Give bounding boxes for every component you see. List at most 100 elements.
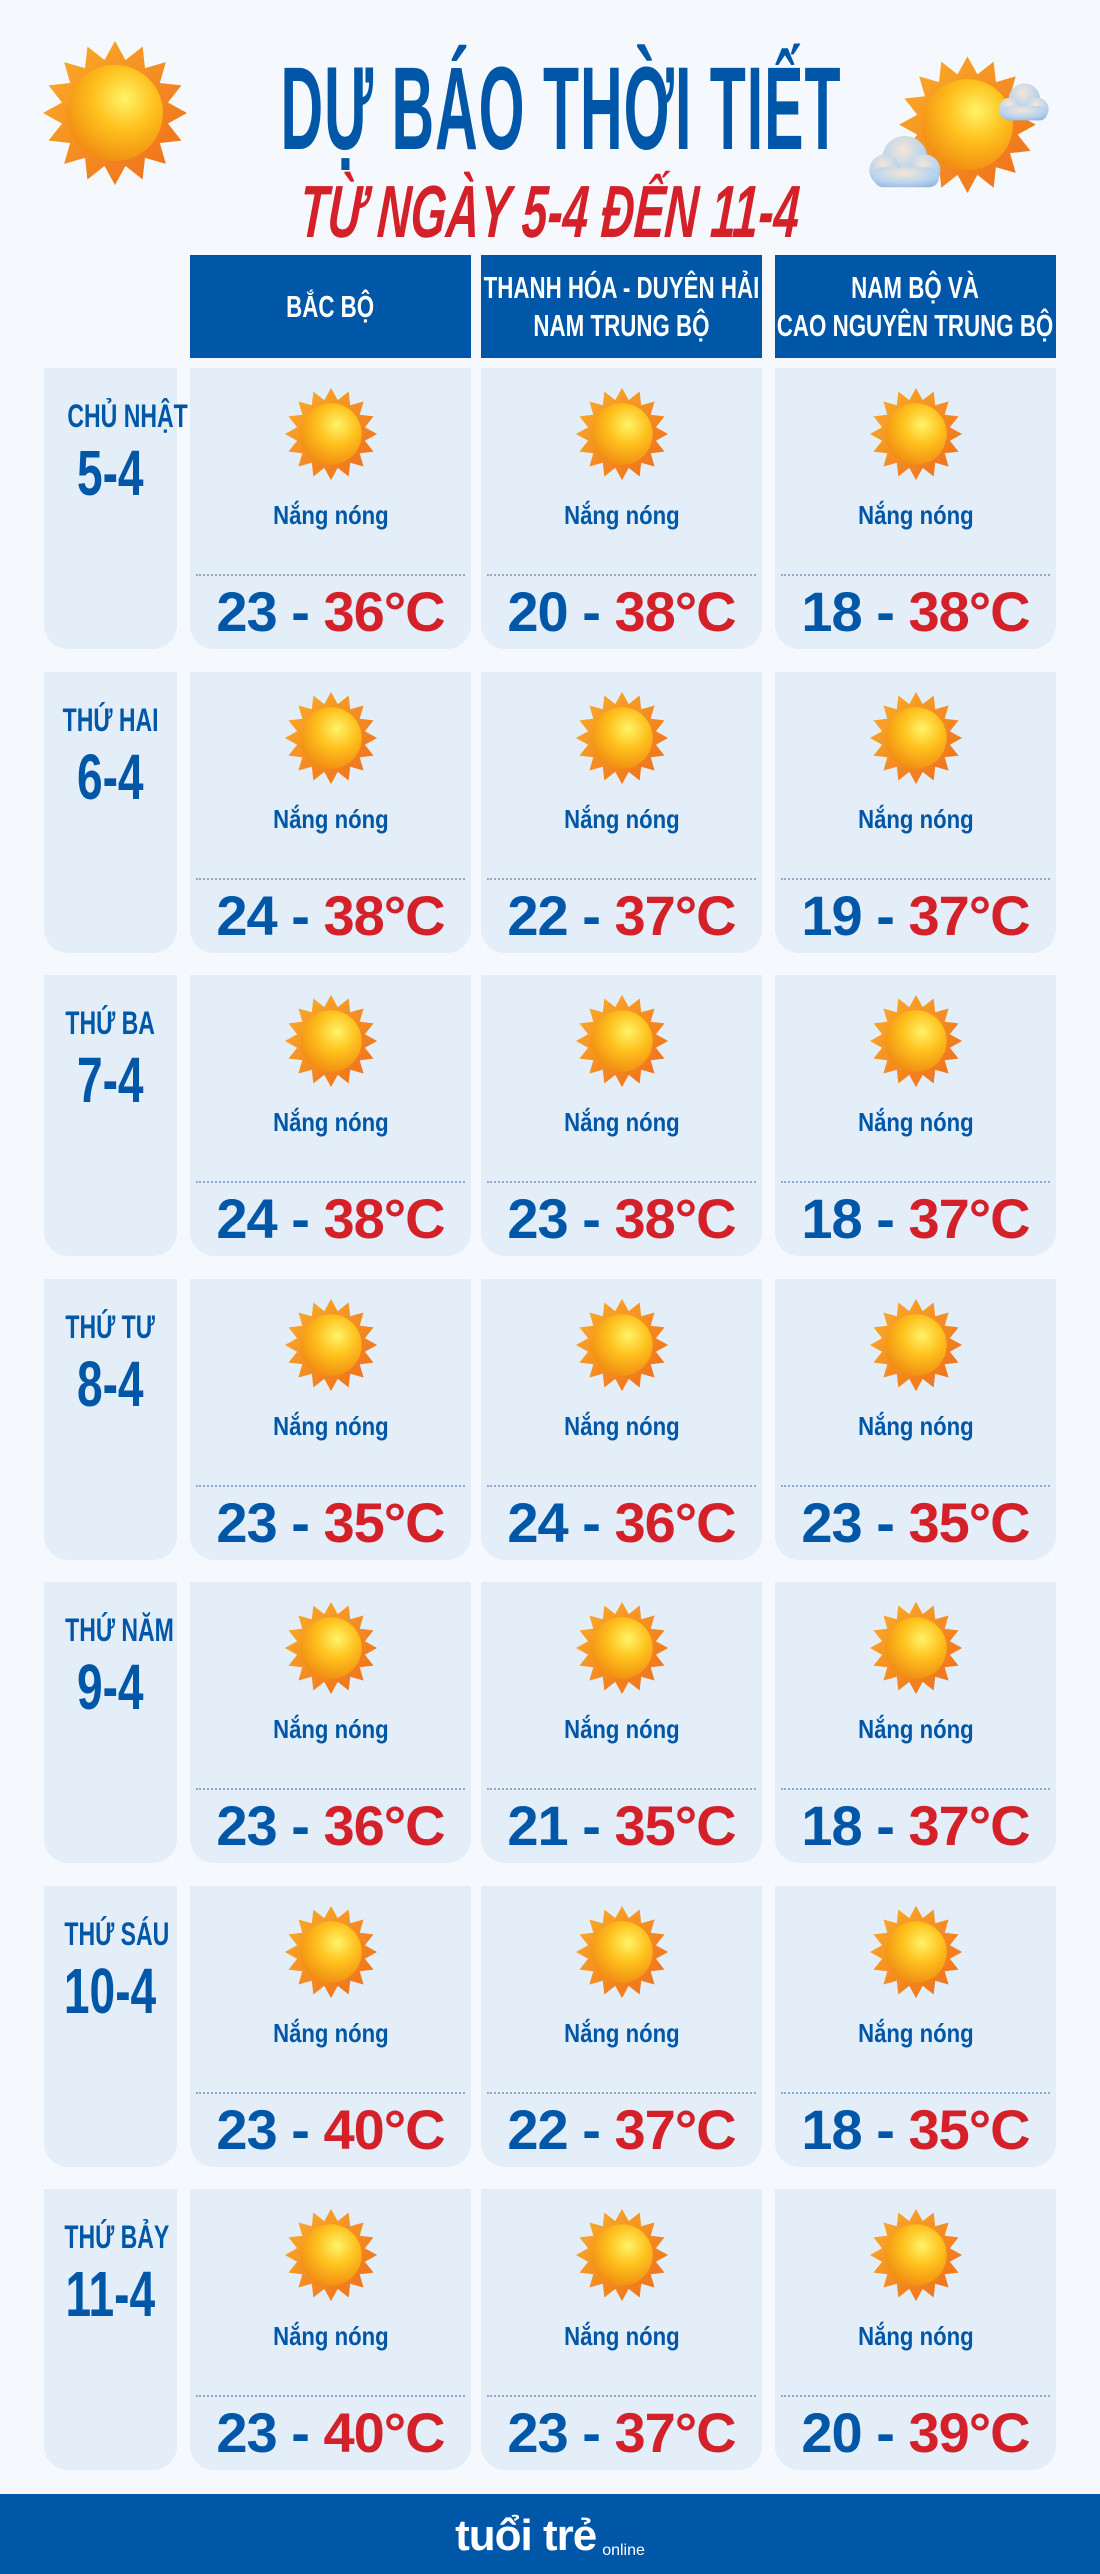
temp-low: 18 <box>801 1794 862 1857</box>
sun-icon <box>284 1601 377 1695</box>
divider <box>196 2395 465 2397</box>
temp-separator: - <box>567 2401 615 2464</box>
temp-separator: - <box>861 2097 909 2161</box>
day-label: THỨ BẢY 11-4 <box>44 2189 177 2470</box>
day-name: THỨ BẢY <box>64 2219 170 2255</box>
condition: Nắng nóng <box>857 1107 974 1137</box>
temp-high: 35°C <box>908 2097 1030 2161</box>
divider <box>196 1484 465 1487</box>
logo-wordmark: tuổi trẻ <box>455 2511 597 2560</box>
temperature: 24 - 38°C <box>190 1187 471 1251</box>
sun-icon <box>284 387 377 481</box>
temp-separator: - <box>861 1187 909 1250</box>
day-label: THỨ SÁU 10-4 <box>44 1885 177 2167</box>
temperature: 23 - 40°C <box>190 2098 471 2162</box>
condition: Nắng nóng <box>857 2017 974 2048</box>
condition: Nắng nóng <box>563 1714 680 1744</box>
forecast-cell: Nắng nóng 22 - 37°C <box>481 671 762 953</box>
sun-icon <box>869 387 962 481</box>
temp-high: 40°C <box>323 2401 445 2464</box>
forecast-cell: Nắng nóng 23 - 37°C <box>481 2189 762 2470</box>
temp-separator: - <box>861 580 909 643</box>
day-date: 11-4 <box>65 2258 156 2330</box>
divider <box>196 2091 465 2094</box>
condition: Nắng nóng <box>563 500 680 530</box>
divider <box>487 1788 756 1790</box>
temp-high: 37°C <box>614 2097 736 2161</box>
sun-icon <box>284 691 377 784</box>
temperature: 20 - 38°C <box>481 580 762 644</box>
condition: Nắng nóng <box>563 2017 680 2048</box>
sun-icon <box>575 2208 668 2302</box>
temp-high: 35°C <box>323 1490 445 1554</box>
forecast-cell: Nắng nóng 23 - 35°C <box>775 1278 1056 1560</box>
divider <box>196 574 465 576</box>
forecast-cell: Nắng nóng 24 - 38°C <box>190 975 471 1256</box>
temperature: 18 - 38°C <box>775 580 1056 644</box>
temp-low: 20 <box>507 580 568 643</box>
day-name: THỨ BA <box>65 1005 156 1041</box>
condition: Nắng nóng <box>563 2321 680 2351</box>
temp-high: 38°C <box>614 1187 736 1250</box>
temp-high: 38°C <box>323 883 445 947</box>
temp-low: 23 <box>216 580 277 643</box>
temperature: 23 - 40°C <box>190 2401 471 2465</box>
condition: Nắng nóng <box>272 1410 389 1441</box>
temperature: 22 - 37°C <box>481 2098 762 2162</box>
condition: Nắng nóng <box>563 803 680 834</box>
temp-high: 37°C <box>908 883 1030 947</box>
temperature: 18 - 37°C <box>775 1187 1056 1251</box>
condition: Nắng nóng <box>857 2321 974 2351</box>
sun-icon <box>575 1905 668 1998</box>
day-label: CHỦ NHẬT 5-4 <box>44 368 188 649</box>
temp-separator: - <box>567 883 615 947</box>
temp-separator: - <box>276 1490 324 1554</box>
temp-low: 23 <box>216 2401 277 2464</box>
temperature: 24 - 38°C <box>190 884 471 948</box>
temp-high: 37°C <box>908 1187 1030 1250</box>
divider <box>781 2395 1050 2397</box>
forecast-cell: Nắng nóng 18 - 35°C <box>775 1885 1056 2167</box>
temp-low: 19 <box>801 883 862 947</box>
page-title: DỰ BÁO THỜI TIẾT <box>280 43 842 175</box>
day-name: THỨ NĂM <box>65 1612 174 1648</box>
sun-icon <box>575 387 668 481</box>
forecast-cell: Nắng nóng 23 - 35°C <box>190 1278 471 1560</box>
divider <box>781 1788 1050 1790</box>
day-label: THỨ HAI 6-4 <box>44 671 177 953</box>
condition: Nắng nóng <box>272 2321 389 2351</box>
temperature: 20 - 39°C <box>775 2401 1056 2465</box>
region-header: THANH HÓA - DUYÊN HẢI NAM TRUNG BỘ <box>481 255 762 358</box>
forecast-cell: Nắng nóng 23 - 40°C <box>190 2189 471 2470</box>
region-header-label: BẮC BỘ <box>286 288 375 324</box>
sun-icon <box>575 1601 668 1695</box>
temp-separator: - <box>567 2097 615 2161</box>
region-header: BẮC BỘ <box>190 255 471 358</box>
temp-low: 21 <box>507 1794 568 1857</box>
sun-icon <box>869 1905 962 1998</box>
divider <box>196 877 465 880</box>
divider <box>487 1484 756 1487</box>
temperature: 24 - 36°C <box>481 1491 762 1555</box>
footer-bar: tuổi trẻ online <box>0 2494 1100 2574</box>
divider <box>487 2091 756 2094</box>
day-name: THỨ SÁU <box>64 1915 170 1952</box>
sun-icon <box>869 1601 962 1695</box>
temperature: 23 - 37°C <box>481 2401 762 2465</box>
day-date: 6-4 <box>77 740 144 813</box>
day-name: CHỦ NHẬT <box>67 398 188 434</box>
temp-separator: - <box>276 1187 324 1250</box>
day-name: THỨ TƯ <box>65 1308 156 1345</box>
temp-low: 23 <box>216 2097 277 2161</box>
condition: Nắng nóng <box>272 2017 389 2048</box>
condition: Nắng nóng <box>272 500 389 530</box>
sun-icon <box>284 1905 377 1998</box>
temperature: 23 - 35°C <box>190 1491 471 1555</box>
forecast-cell: Nắng nóng 18 - 38°C <box>775 368 1056 649</box>
temp-low: 22 <box>507 2097 568 2161</box>
sun-icon <box>869 1298 962 1391</box>
forecast-cell: Nắng nóng 24 - 36°C <box>481 1278 762 1560</box>
region-header: NAM BỘ VÀ CAO NGUYÊN TRUNG BỘ <box>775 255 1056 358</box>
temperature: 19 - 37°C <box>775 884 1056 948</box>
forecast-cell: Nắng nóng 23 - 38°C <box>481 975 762 1256</box>
